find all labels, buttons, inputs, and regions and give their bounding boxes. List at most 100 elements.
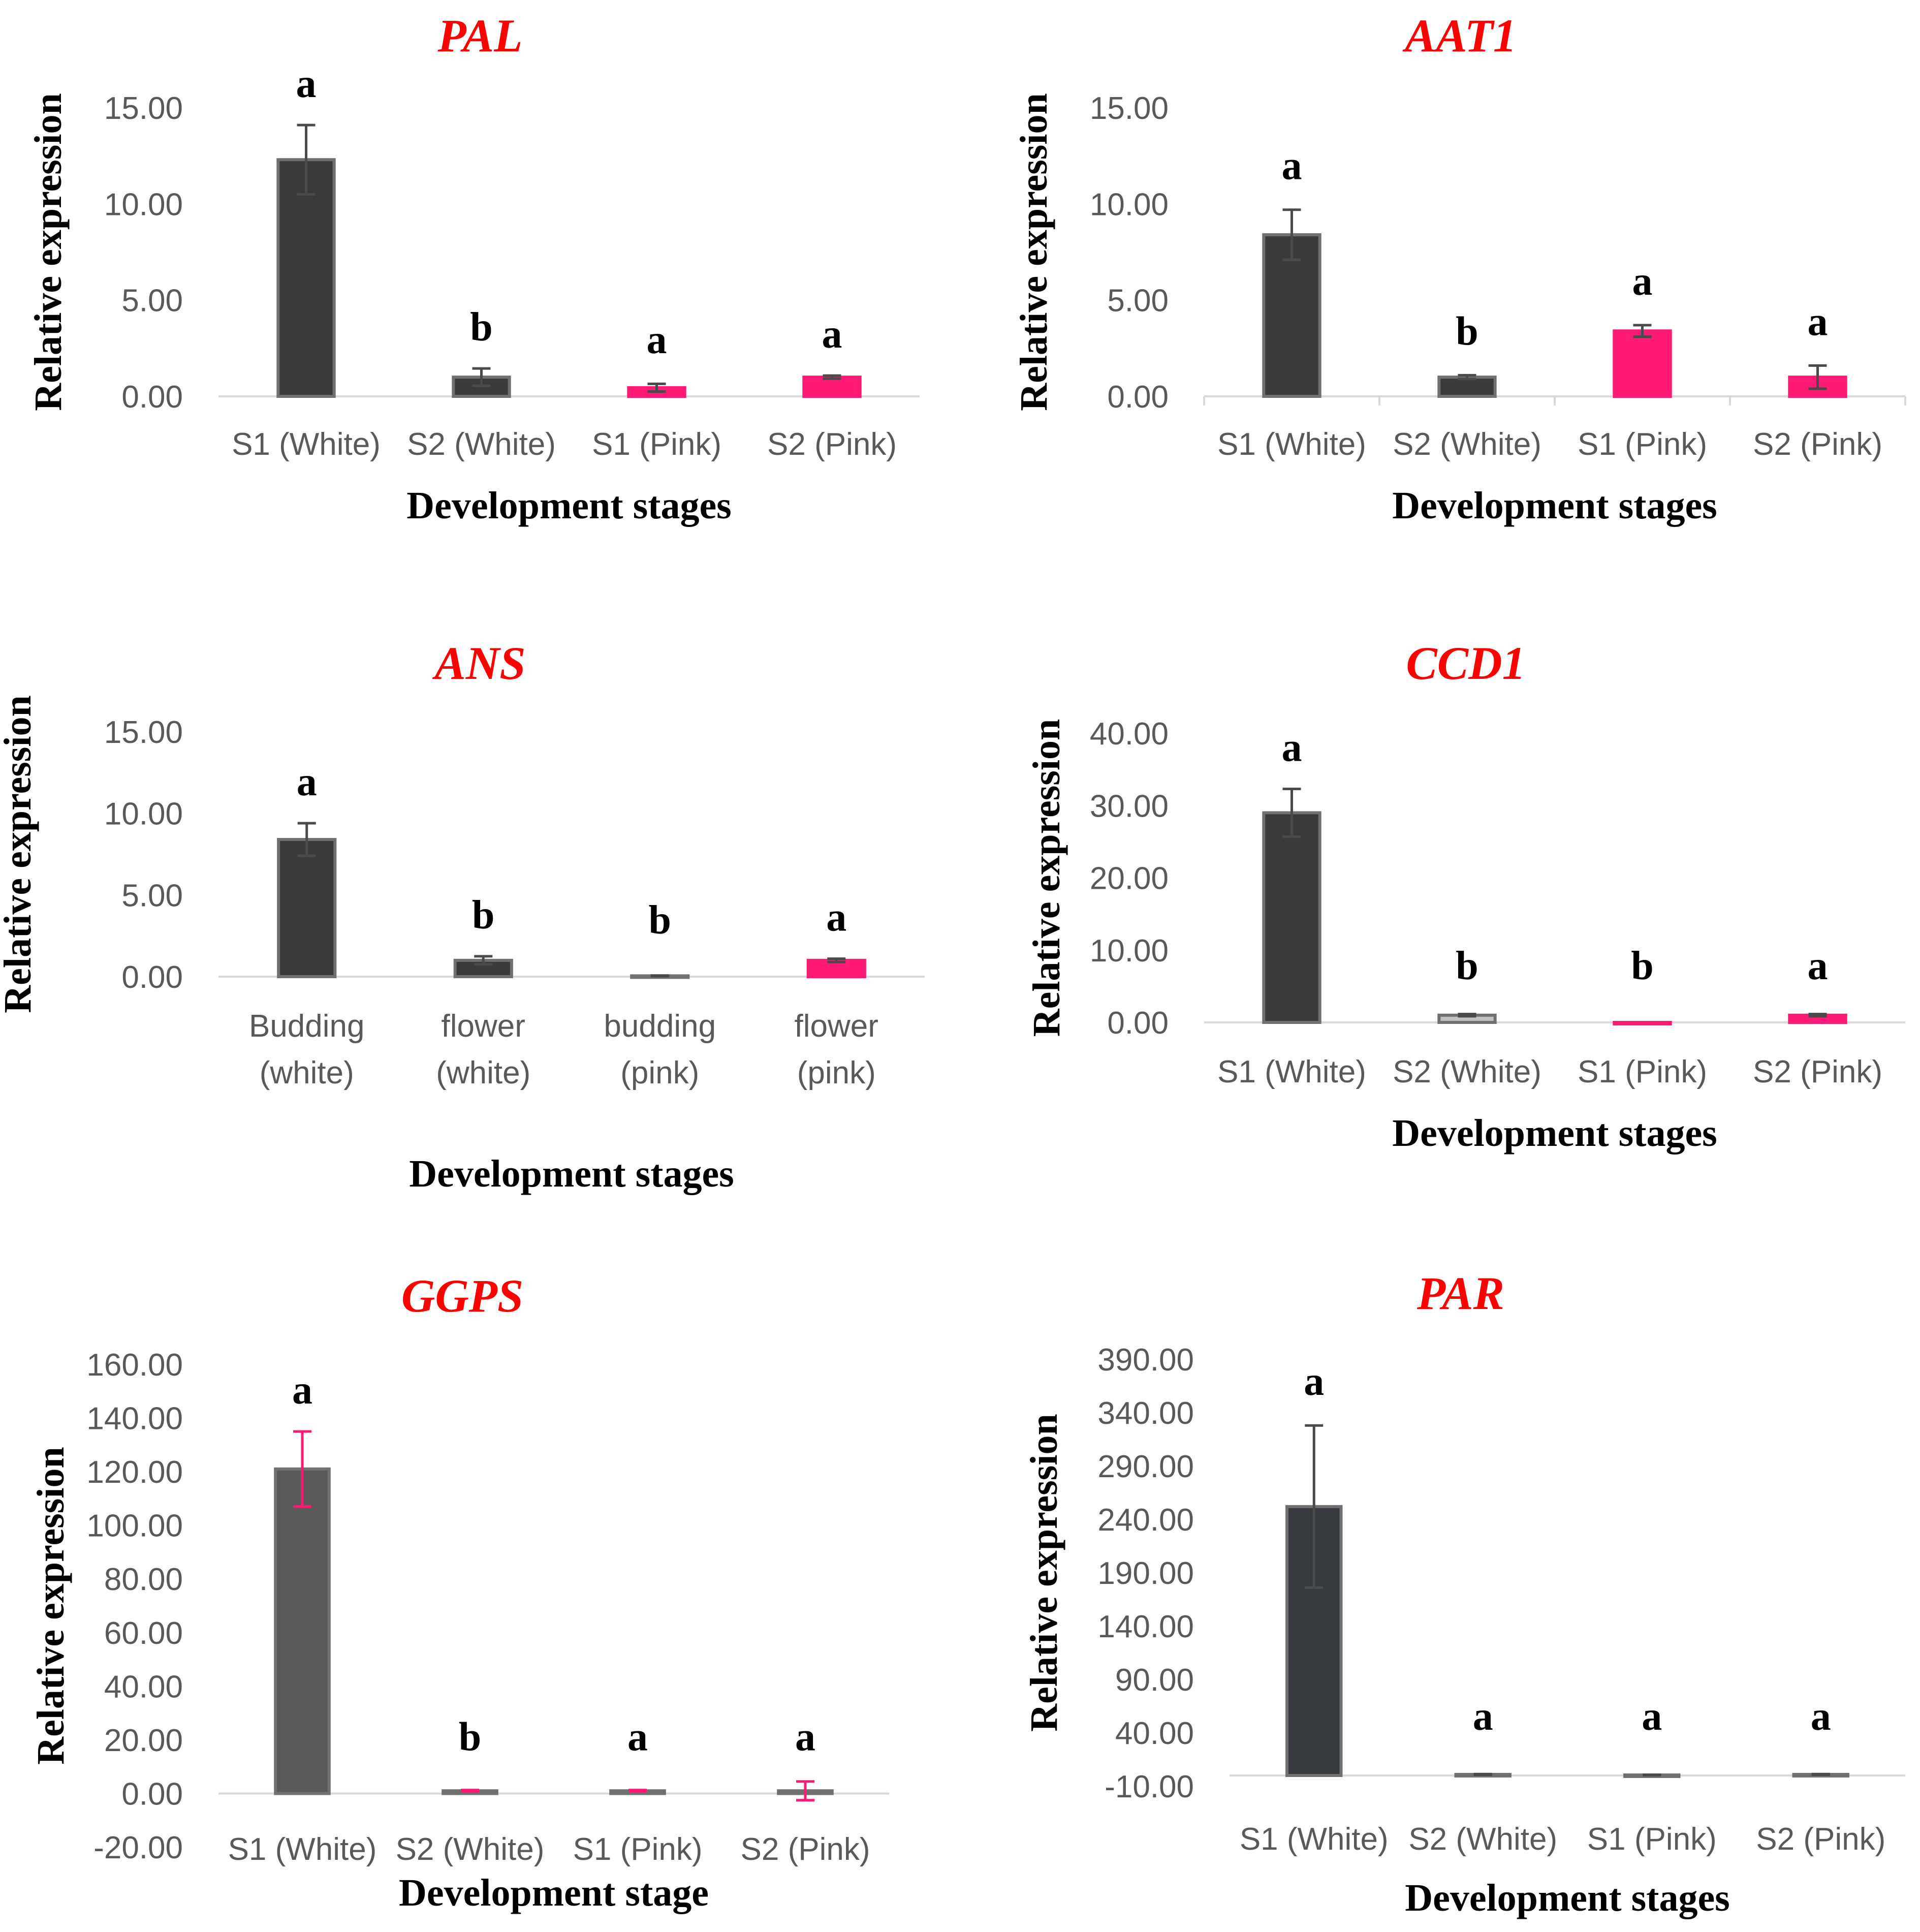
y-tick-label: 60.00 — [104, 1616, 183, 1651]
y-tick-label: 10.00 — [104, 797, 183, 832]
y-tick-label: 5.00 — [121, 284, 183, 319]
category-label: S2 (White) — [396, 1832, 545, 1867]
y-tick-label: 40.00 — [104, 1669, 183, 1704]
y-axis-title: Relative expression — [1025, 719, 1068, 1037]
significance-letter: a — [1808, 299, 1828, 344]
category-label: (pink) — [620, 1055, 699, 1090]
significance-letter: a — [822, 312, 842, 357]
significance-letter: a — [795, 1715, 815, 1759]
x-axis-title: Development stage — [399, 1872, 709, 1914]
significance-letter: a — [1304, 1359, 1324, 1404]
significance-letter: b — [470, 305, 493, 350]
category-label: S2 (Pink) — [767, 427, 897, 462]
category-label: S2 (White) — [1408, 1822, 1557, 1857]
y-tick-label: -20.00 — [93, 1830, 183, 1865]
category-label: S2 (White) — [1393, 1054, 1541, 1089]
x-axis-title: Development stages — [409, 1152, 734, 1195]
x-axis-title: Development stages — [1405, 1877, 1730, 1919]
chart-aat1: AAT1 0.00 5.00 10.00 15.00 Relative expressio… — [1013, 10, 1906, 527]
bar — [1613, 1021, 1672, 1025]
chart-title: GGPS — [401, 1270, 523, 1322]
bar — [277, 838, 337, 978]
significance-letter: a — [292, 1368, 312, 1413]
y-tick-label: 10.00 — [1090, 187, 1169, 222]
category-label: flower — [442, 1009, 525, 1044]
chart-title: CCD1 — [1406, 637, 1525, 689]
significance-letter: a — [1808, 944, 1828, 988]
significance-letter: a — [826, 895, 846, 940]
chart-ccd1: CCD1 0.00 10.00 20.00 30.00 40.00 Relative exp… — [1025, 637, 1905, 1155]
category-label: S2 (Pink) — [1753, 1054, 1882, 1089]
y-tick-label: 40.00 — [1090, 716, 1169, 752]
y-axis-title: Relative expression — [1023, 1414, 1065, 1732]
bar — [802, 376, 862, 398]
y-tick-label: 0.00 — [121, 1777, 183, 1812]
chart-par: PAR -10.00 40.00 90.00 140.00 190.00 240.00 290… — [1023, 1267, 1905, 1919]
y-tick-label: 15.00 — [1090, 91, 1169, 126]
y-tick-label: 30.00 — [1090, 789, 1169, 824]
significance-letter: b — [459, 1715, 482, 1759]
significance-letter: a — [297, 760, 317, 804]
significance-letter: a — [1473, 1694, 1493, 1739]
y-tick-label: 40.00 — [1115, 1716, 1194, 1751]
chart-pal: PAL 0.00 5.00 10.00 15.00 Relative expression… — [27, 10, 920, 527]
y-tick-label: 15.00 — [104, 715, 183, 750]
y-tick-label: 0.00 — [1107, 1006, 1169, 1041]
significance-letter: a — [1282, 726, 1302, 770]
category-label: S2 (White) — [1393, 427, 1541, 462]
y-axis-title: Relative expression — [27, 93, 70, 411]
x-axis-title: Development stages — [1392, 484, 1717, 527]
bar — [1262, 233, 1321, 398]
chart-title: PAR — [1417, 1267, 1504, 1319]
y-axis-title: Relative expression — [1013, 93, 1055, 411]
chart-ans: ANS 0.00 5.00 10.00 15.00 Relative expression… — [0, 637, 925, 1195]
y-tick-label: 120.00 — [86, 1455, 183, 1490]
category-label: S1 (White) — [1240, 1822, 1389, 1857]
y-tick-label: 80.00 — [104, 1562, 183, 1597]
y-tick-label: 10.00 — [104, 187, 183, 222]
y-tick-label: 160.00 — [86, 1348, 183, 1383]
category-label: budding — [604, 1009, 716, 1044]
y-tick-label: 190.00 — [1097, 1556, 1194, 1591]
category-label: S1 (Pink) — [1578, 427, 1707, 462]
y-tick-label: 0.00 — [1107, 380, 1169, 415]
significance-letter: b — [1456, 309, 1478, 354]
y-tick-label: 290.00 — [1097, 1449, 1194, 1484]
y-tick-label: 5.00 — [121, 878, 183, 913]
y-tick-label: 140.00 — [86, 1401, 183, 1437]
bar — [276, 158, 336, 398]
bar — [1437, 376, 1497, 398]
y-tick-label: 20.00 — [1090, 861, 1169, 896]
y-tick-label: -10.00 — [1105, 1769, 1194, 1804]
category-label: (white) — [260, 1055, 354, 1090]
bar — [1613, 329, 1672, 398]
chart-ggps: GGPS -20.00 0.00 20.00 40.00 60.00 80.00 100.00… — [29, 1270, 889, 1914]
significance-letter: a — [1811, 1694, 1831, 1739]
x-axis-title: Development stages — [1392, 1112, 1717, 1155]
y-tick-label: 390.00 — [1097, 1343, 1194, 1378]
category-label: S1 (Pink) — [592, 427, 721, 462]
significance-letter: a — [1632, 259, 1653, 304]
y-axis-title: Relative expression — [29, 1447, 72, 1765]
category-label: S2 (Pink) — [741, 1832, 870, 1867]
category-label: S2 (Pink) — [1753, 427, 1882, 462]
chart-title: ANS — [432, 637, 526, 689]
significance-letter: b — [1631, 944, 1654, 988]
category-label: Budding — [249, 1009, 365, 1044]
significance-letter: b — [649, 898, 672, 943]
chart-title: AAT1 — [1402, 10, 1517, 61]
significance-letter: a — [1282, 144, 1302, 189]
chart-title: PAL — [437, 10, 523, 61]
category-label: flower — [795, 1009, 878, 1044]
significance-letter: a — [296, 61, 317, 106]
y-tick-label: 15.00 — [104, 91, 183, 126]
category-label: S2 (White) — [407, 427, 556, 462]
bar — [274, 1467, 331, 1795]
significance-letter: a — [1642, 1694, 1662, 1739]
category-label: (pink) — [797, 1055, 876, 1090]
y-tick-label: 0.00 — [121, 960, 183, 995]
bar — [1262, 811, 1321, 1024]
y-axis-title: Relative expression — [0, 695, 39, 1013]
category-label: S1 (White) — [1217, 1054, 1366, 1089]
